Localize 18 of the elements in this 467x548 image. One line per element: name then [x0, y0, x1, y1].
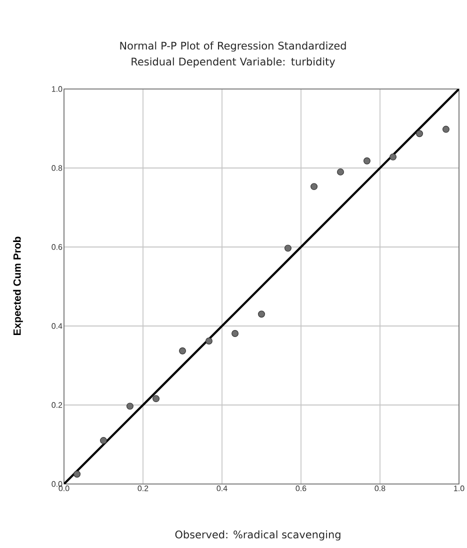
point [74, 470, 81, 478]
y-axis-title: Expected Cum Prob [13, 236, 23, 335]
point [363, 157, 370, 164]
point [126, 402, 134, 410]
point [258, 310, 265, 318]
x-axis-title: Observed: %radical scavenging [175, 530, 340, 540]
chart-title: Normal P-P Plot of Regression Standardized Residual Dependent Variable: turbidity [120, 42, 346, 68]
point [205, 338, 212, 344]
point [337, 168, 344, 176]
point [232, 330, 239, 337]
point [442, 126, 450, 133]
point [390, 153, 397, 160]
point [310, 183, 318, 190]
point [284, 244, 292, 252]
point [416, 130, 423, 138]
point [100, 437, 107, 444]
point [152, 395, 160, 402]
point [179, 347, 186, 354]
